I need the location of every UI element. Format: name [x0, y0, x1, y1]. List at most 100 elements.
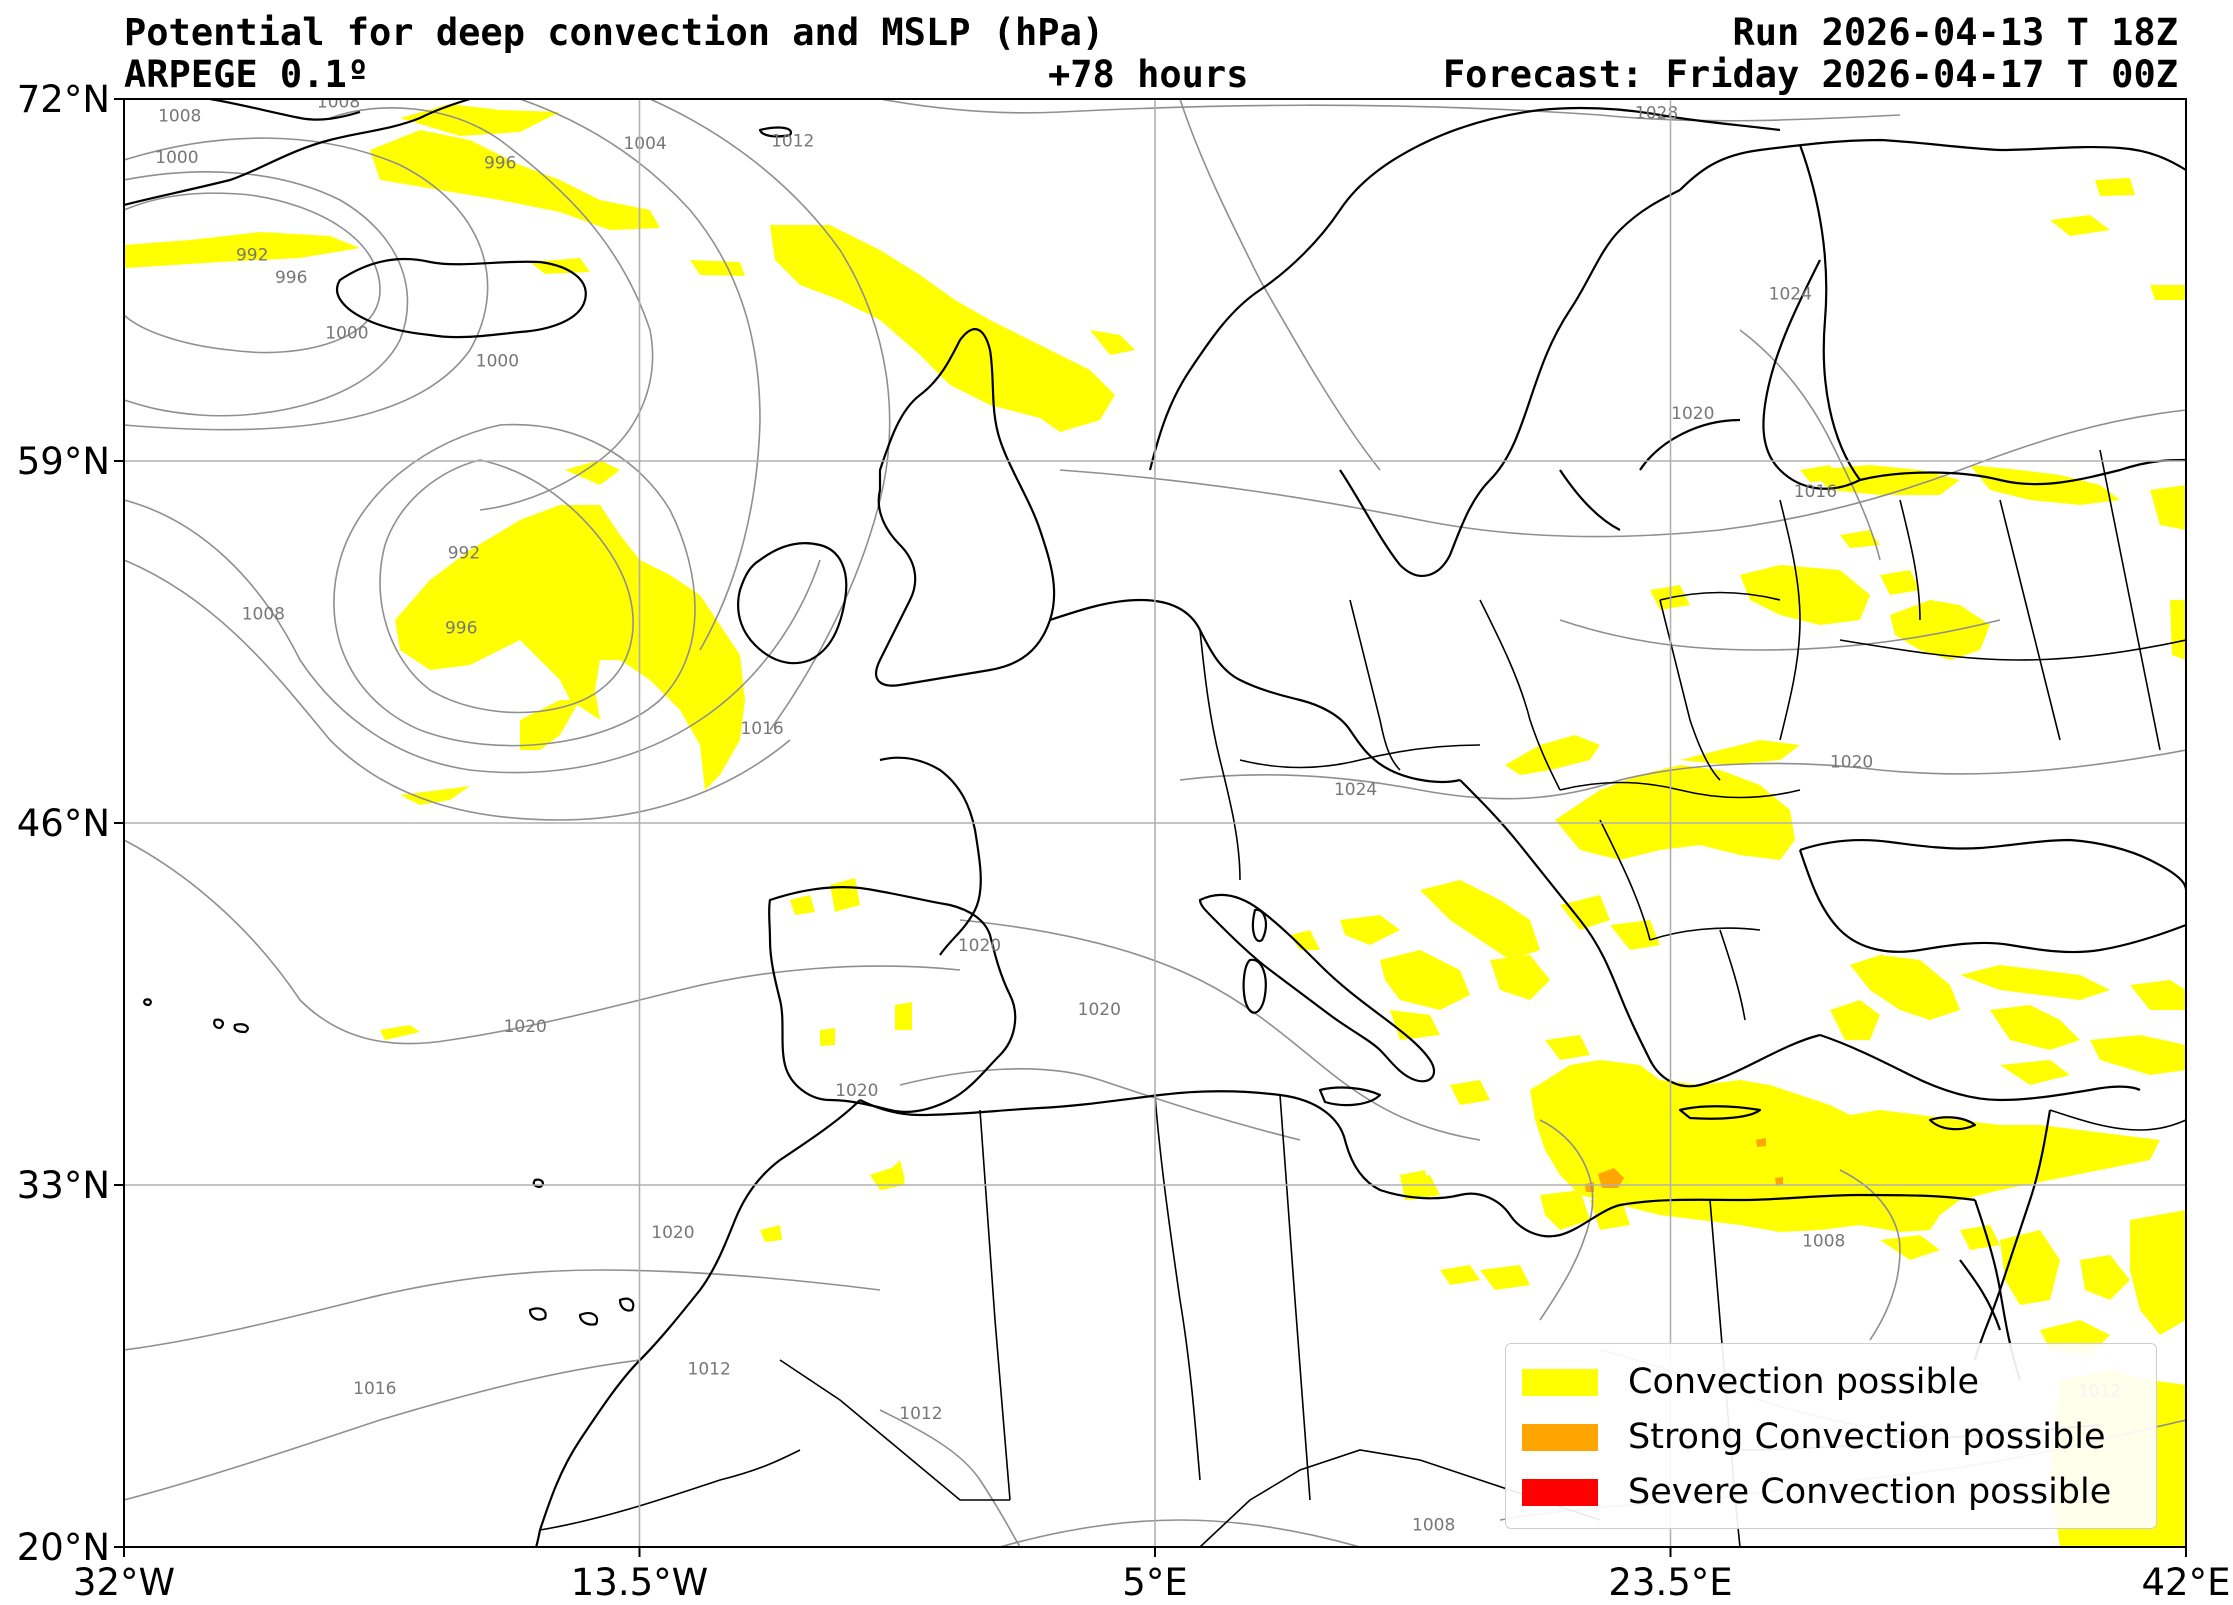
legend-item-strong-convection: Strong Convection possible — [1522, 1417, 2106, 1457]
convection-area — [124, 232, 360, 268]
france-coast — [879, 756, 982, 956]
isobar-label: 1020 — [504, 1017, 547, 1037]
africa-coast — [859, 1090, 1976, 1238]
legend-label: Severe Convection possible — [1628, 1472, 2112, 1512]
strong-convection-area — [1756, 1138, 1766, 1147]
convection-area — [1890, 600, 1990, 660]
europe-coast — [1049, 598, 1461, 784]
cyprus-coast — [1928, 1116, 1977, 1131]
convection-area — [1740, 565, 1870, 625]
convection-area — [1960, 965, 2110, 1000]
convection-area — [2130, 980, 2186, 1010]
x-tick-label: 13.5°W — [571, 1561, 708, 1604]
isobar-label: 1008 — [317, 92, 360, 112]
isobar-label: 996 — [275, 268, 307, 288]
legend-item-severe-convection: Severe Convection possible — [1522, 1472, 2111, 1512]
isobar-label: 1012 — [771, 131, 814, 151]
convection-area — [690, 260, 745, 276]
sicily-coast — [1318, 1086, 1382, 1107]
axis-ticks: 32°W 13.5°W 5°E 23.5°E 42°E 72°N 59°N 46°N 33°N 2… — [17, 78, 2231, 1604]
isobar-label: 1012 — [899, 1404, 942, 1424]
convection-area — [1490, 955, 1550, 1000]
convection-area — [2000, 1060, 2070, 1085]
convection-area — [1590, 1195, 1630, 1230]
convection-area — [1505, 735, 1600, 775]
legend-swatch-severe-convection — [1522, 1478, 1598, 1506]
convection-area — [790, 895, 815, 915]
strong-convection-area — [1775, 1177, 1783, 1185]
convection-area — [1440, 1265, 1480, 1285]
isobar-label: 1000 — [476, 351, 519, 371]
isobar-label: 1000 — [155, 148, 198, 168]
isobar-label: 1016 — [353, 1379, 396, 1399]
ireland-coast — [737, 542, 848, 665]
convection-area — [2150, 485, 2186, 530]
convection-area — [895, 1002, 912, 1030]
convection-area — [760, 1225, 782, 1242]
isobar-label: 1008 — [158, 106, 201, 126]
x-tick-label: 23.5°E — [1608, 1561, 1732, 1604]
convection-area — [1290, 930, 1320, 950]
y-tick-label: 20°N — [17, 1526, 110, 1569]
convection-area — [1450, 1080, 1490, 1105]
corsica-coast — [1251, 908, 1268, 943]
y-tick-label: 59°N — [17, 440, 110, 483]
map-title: Potential for deep convection and MSLP (… — [124, 11, 1105, 54]
model-name: ARPEGE 0.1º — [124, 53, 370, 96]
convection-area — [1340, 915, 1400, 945]
convection-area — [1880, 1235, 1940, 1260]
isobar-label: 996 — [484, 154, 516, 174]
isobar-label: 1020 — [1830, 752, 1873, 772]
convection-area — [1090, 330, 1135, 355]
italy-coast — [1198, 893, 1436, 1083]
convection-area — [2080, 1255, 2130, 1300]
legend-swatch-strong-convection — [1522, 1423, 1598, 1451]
y-tick-label: 33°N — [17, 1164, 110, 1207]
iceland-coast — [335, 257, 587, 339]
convection-area — [1680, 740, 1800, 765]
convection-area — [1990, 1005, 2080, 1050]
isobar-label: 1024 — [1769, 284, 1812, 304]
isobar-label: 1020 — [1671, 404, 1714, 424]
convection-area — [2150, 285, 2186, 300]
isobar-label: 1024 — [1334, 780, 1377, 800]
run-time: Run 2026-04-13 T 18Z — [1732, 11, 2178, 54]
isobar-label: 1004 — [623, 134, 666, 154]
black-sea-coast — [1799, 838, 2186, 891]
isobar-label: 1020 — [1078, 1000, 1121, 1020]
sinai-coast — [1959, 1259, 2002, 1331]
lead-time: +78 hours — [1048, 53, 1249, 96]
convection-area — [820, 1028, 835, 1046]
isobar-label: 1000 — [325, 323, 368, 343]
forecast-time: Forecast: Friday 2026-04-17 T 00Z — [1442, 53, 2178, 96]
legend-item-convection: Convection possible — [1522, 1362, 1979, 1402]
convection-area — [1560, 895, 1610, 930]
y-tick-label: 46°N — [17, 802, 110, 845]
convection-area — [1420, 880, 1540, 960]
convection-area — [870, 1165, 905, 1190]
isobar-label: 1020 — [835, 1081, 878, 1101]
convection-area — [565, 460, 620, 485]
greenland-coast — [124, 99, 471, 207]
convection-area — [1530, 1060, 2160, 1232]
convection-area — [2095, 178, 2135, 196]
isobar-label: 1020 — [958, 936, 1001, 956]
convection-area — [1850, 955, 1960, 1020]
isobar-label: 1016 — [740, 719, 783, 739]
x-tick-label: 42°E — [2142, 1561, 2231, 1604]
convection-area — [1880, 570, 1920, 595]
isobar-label: 1008 — [1412, 1515, 1455, 1535]
isobar-label: 1016 — [1794, 482, 1837, 502]
y-tick-label: 72°N — [17, 78, 110, 121]
isobar-label: 1020 — [651, 1223, 694, 1243]
convection-area — [2170, 600, 2186, 660]
isobar-labels: 1008 1008 1000 996 1004 1012 992 996 1000 1000 992… — [155, 92, 2121, 1535]
levant-coast — [1973, 1109, 2052, 1361]
convection-area — [1540, 1190, 1590, 1230]
isobar-label: 992 — [448, 543, 480, 563]
isobar-label: 1008 — [1802, 1231, 1845, 1251]
convection-area — [1545, 1035, 1590, 1060]
convection-area — [1610, 920, 1660, 950]
morocco-coast — [534, 1099, 861, 1547]
